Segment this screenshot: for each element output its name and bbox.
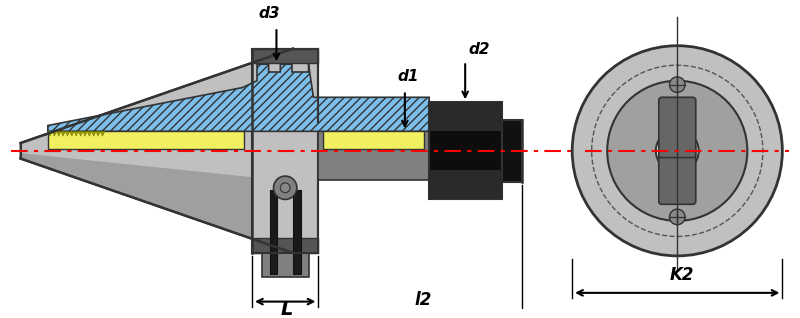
Polygon shape: [61, 131, 66, 136]
Polygon shape: [429, 102, 502, 131]
Polygon shape: [318, 121, 429, 180]
Polygon shape: [502, 120, 522, 182]
Text: K2: K2: [670, 266, 694, 284]
Circle shape: [607, 81, 747, 221]
Circle shape: [274, 176, 297, 199]
Polygon shape: [262, 253, 309, 277]
Polygon shape: [52, 131, 57, 136]
Polygon shape: [100, 131, 105, 136]
Polygon shape: [270, 190, 278, 274]
Polygon shape: [293, 190, 301, 274]
Polygon shape: [252, 49, 318, 253]
Polygon shape: [252, 49, 318, 63]
Text: d2: d2: [468, 42, 490, 57]
Polygon shape: [21, 153, 293, 253]
Polygon shape: [252, 238, 318, 253]
Polygon shape: [429, 102, 502, 199]
Polygon shape: [74, 131, 78, 136]
FancyBboxPatch shape: [658, 144, 696, 204]
Polygon shape: [21, 49, 293, 253]
Polygon shape: [66, 131, 70, 136]
Circle shape: [670, 77, 685, 93]
Text: L: L: [280, 300, 293, 318]
Polygon shape: [323, 131, 424, 149]
Polygon shape: [87, 131, 91, 136]
FancyBboxPatch shape: [658, 97, 696, 158]
Polygon shape: [96, 131, 100, 136]
Text: d3: d3: [259, 5, 281, 21]
Text: d1: d1: [397, 69, 418, 84]
Polygon shape: [91, 131, 96, 136]
Polygon shape: [57, 131, 61, 136]
Polygon shape: [429, 170, 502, 199]
Circle shape: [280, 183, 290, 193]
Text: l2: l2: [414, 291, 431, 308]
Polygon shape: [48, 131, 52, 136]
Polygon shape: [70, 131, 74, 136]
Circle shape: [572, 46, 782, 256]
Polygon shape: [78, 131, 83, 136]
Polygon shape: [48, 64, 429, 131]
Circle shape: [670, 209, 685, 225]
Polygon shape: [48, 131, 244, 149]
Circle shape: [656, 129, 698, 172]
Polygon shape: [83, 131, 87, 136]
